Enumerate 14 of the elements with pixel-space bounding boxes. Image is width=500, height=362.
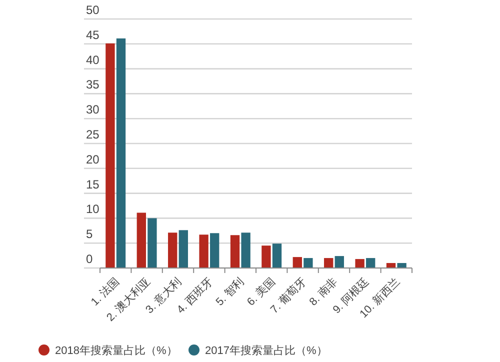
y-tick-label: 5	[86, 227, 93, 242]
y-tick-label: 15	[86, 177, 100, 192]
y-tick-label: 40	[86, 52, 100, 67]
legend-label: 2018年搜索量占比（%）	[55, 344, 178, 357]
legend-label: 2017年搜索量占比（%）	[205, 344, 328, 357]
y-tick-label: 35	[86, 78, 100, 92]
y-tick-label: 45	[86, 28, 100, 42]
y-tick-label: 20	[86, 152, 100, 166]
y-tick-label: 0	[86, 252, 93, 266]
y-tick-label: 10	[86, 202, 100, 216]
y-tick-label: 50	[86, 3, 100, 17]
y-tick-label: 25	[86, 128, 100, 142]
x-tick-label: 5. 智利	[213, 274, 247, 308]
y-tick-label: 30	[86, 102, 100, 117]
